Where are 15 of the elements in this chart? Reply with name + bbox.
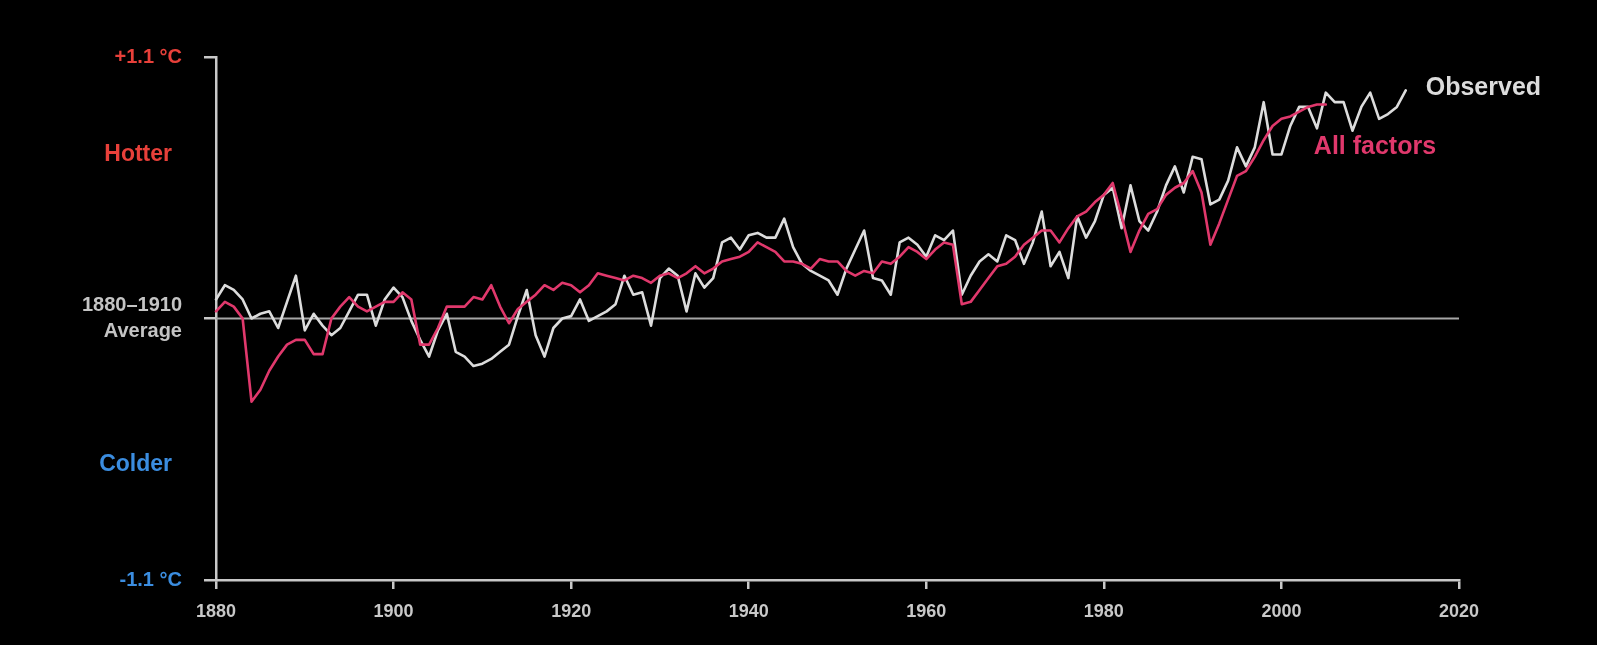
x-tick-label: 2020 <box>1438 600 1480 621</box>
x-tick-label: 1880 <box>195 600 237 621</box>
series-label: All factors <box>1313 131 1437 160</box>
x-tick-label: 1960 <box>906 600 947 621</box>
x-tick-label: 2000 <box>1261 600 1302 621</box>
series-label: Observed <box>1425 72 1542 101</box>
y-tick-label: +1.1 °C <box>114 44 182 67</box>
x-tick-label: 1980 <box>1083 600 1124 621</box>
x-tick-label: 1900 <box>373 600 414 621</box>
y-tick-label: -1.1 °C <box>119 567 182 590</box>
x-tick-label: 1920 <box>551 600 592 621</box>
text: Colder <box>99 450 173 477</box>
x-tick-label: 1940 <box>728 600 769 621</box>
text: Hotter <box>104 139 173 166</box>
y-tick-label: 1880–1910 Average <box>81 293 182 342</box>
